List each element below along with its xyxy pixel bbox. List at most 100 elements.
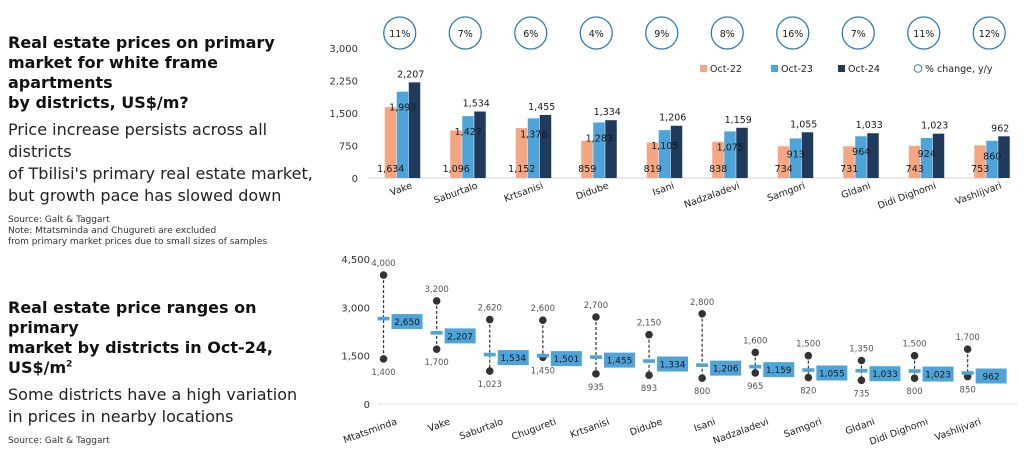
max-marker — [379, 271, 388, 279]
bar-oct-23 — [593, 122, 605, 178]
data-label-oct-23: 1,105 — [651, 141, 678, 152]
avg-value-box — [816, 365, 848, 381]
bottom-chart-source-note: Source: Galt & Taggart — [8, 436, 318, 447]
max-marker — [751, 348, 760, 357]
avg-value-label: 962 — [983, 373, 1000, 383]
data-label-oct-22: 1,096 — [443, 164, 470, 175]
data-label-oct-22: 819 — [644, 164, 662, 175]
avg-value-box — [922, 366, 954, 382]
avg-value-label: 1,334 — [660, 361, 686, 371]
x-category-label: Nadzaladevi — [712, 416, 771, 446]
bar-oct-24 — [670, 125, 683, 178]
max-value-label: 1,350 — [849, 345, 873, 355]
legend-label: Oct-22 — [710, 64, 742, 75]
avg-value-box — [869, 366, 901, 382]
max-marker — [804, 351, 813, 360]
avg-marker — [589, 355, 602, 359]
y-axis-tick-label: 3,000 — [329, 44, 358, 55]
legend-label: % change, y/y — [925, 64, 993, 75]
data-label-oct-24: 1,159 — [725, 115, 752, 126]
avg-marker — [430, 331, 443, 335]
max-marker — [485, 315, 494, 324]
min-value-label: 1,023 — [478, 380, 502, 390]
bar-oct-23 — [789, 138, 802, 178]
data-label-oct-23: 1,075 — [717, 142, 744, 153]
data-label-oct-24: 1,334 — [594, 107, 621, 118]
y-axis-tick-label: 1,500 — [329, 109, 358, 120]
bar-oct-24 — [408, 82, 421, 178]
data-label-oct-22: 734 — [775, 164, 793, 175]
avg-marker — [855, 368, 868, 373]
min-marker — [432, 345, 441, 354]
data-label-oct-24: 1,455 — [528, 102, 555, 113]
min-marker — [857, 376, 866, 385]
max-marker — [963, 345, 972, 354]
avg-value-label: 2,207 — [447, 332, 473, 342]
avg-value-label: 1,206 — [713, 365, 739, 375]
top-title-line: by districts, US$/m? — [8, 93, 189, 112]
bottom-panel-text: Real estate price ranges on primary mark… — [8, 298, 318, 447]
top-panel-text: Real estate prices on primary market for… — [8, 33, 318, 248]
y-axis-tick-label: 2,250 — [329, 77, 358, 88]
x-category-label: Samgori — [782, 416, 823, 440]
y-axis-tick-label: 1,500 — [341, 352, 370, 363]
bottom-title-line: Real estate price ranges on primary — [8, 298, 257, 337]
bar-oct-22 — [712, 141, 724, 178]
top-note-line: from primary market prices due to small … — [8, 237, 268, 247]
avg-marker — [643, 359, 656, 363]
bar-oct-24 — [998, 136, 1010, 178]
avg-marker — [802, 368, 815, 372]
data-label-oct-24: 1,534 — [463, 99, 490, 110]
bar-oct-23 — [855, 136, 867, 178]
avg-marker — [961, 371, 974, 375]
bar-oct-22 — [777, 146, 790, 178]
min-marker — [379, 355, 388, 363]
bar-oct-22 — [646, 142, 659, 178]
data-label-oct-23: 913 — [787, 149, 805, 160]
pct-change-ring — [841, 16, 875, 50]
avg-value-label: 1,055 — [819, 370, 845, 380]
pct-change-label: 16% — [782, 29, 803, 40]
bar-oct-22 — [384, 107, 397, 178]
y-axis-tick-label: 0 — [352, 174, 358, 185]
pct-change-ring — [579, 16, 613, 50]
bottom-chart-title: Real estate price ranges on primary mark… — [8, 298, 318, 378]
min-value-label: 800 — [694, 387, 710, 397]
data-label-oct-22: 731 — [840, 164, 858, 175]
min-value-label: 935 — [588, 383, 604, 393]
avg-marker — [908, 369, 921, 373]
avg-value-box — [444, 328, 476, 344]
bottom-note-line: Source: Galt & Taggart — [8, 436, 110, 446]
bottom-title-line: market by districts in Oct-24, US$/m2 — [8, 338, 318, 378]
max-value-label: 2,600 — [531, 304, 555, 314]
pct-change-label: 11% — [389, 29, 410, 40]
pct-change-ring — [514, 16, 548, 50]
bar-oct-24 — [801, 132, 814, 178]
max-marker — [432, 297, 441, 305]
max-marker — [857, 356, 866, 365]
top-chart-source-note: Source: Galt & Taggart Note: Mtatsminda … — [8, 215, 318, 248]
legend-swatch — [838, 65, 845, 72]
bottom-subtitle-line: in prices in nearby locations — [8, 407, 234, 426]
bar-oct-24 — [932, 133, 945, 178]
bar-oct-22 — [974, 145, 986, 178]
bar-oct-24 — [867, 133, 879, 178]
pct-change-label: 9% — [654, 29, 669, 40]
min-value-label: 1,700 — [424, 358, 448, 368]
legend-label: Oct-24 — [848, 64, 880, 75]
pct-change-label: 7% — [458, 29, 473, 40]
avg-value-box — [975, 368, 1007, 384]
min-value-label: 800 — [906, 387, 922, 397]
bar-oct-23 — [920, 137, 933, 178]
min-value-label: 893 — [641, 384, 657, 394]
data-label-oct-22: 753 — [971, 164, 989, 175]
pct-change-ring — [448, 16, 482, 50]
avg-value-label: 1,159 — [766, 366, 792, 376]
max-value-label: 2,700 — [584, 301, 608, 311]
pct-change-ring — [645, 16, 679, 50]
legend-swatch — [771, 65, 778, 72]
min-marker — [910, 374, 919, 383]
x-category-label: Vake — [427, 416, 452, 434]
y-axis-tick-label: 3,000 — [341, 303, 370, 314]
max-value-label: 3,200 — [424, 285, 448, 295]
